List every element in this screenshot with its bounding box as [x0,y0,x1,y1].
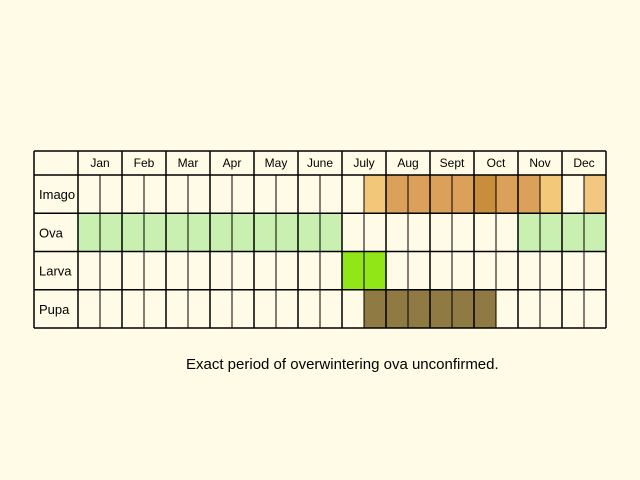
month-label-feb: Feb [134,156,155,170]
cell-fill-imago-4 [452,175,474,214]
month-label-may: May [265,156,288,170]
month-label-nov: Nov [529,156,550,170]
footnote: Exact period of overwintering ova unconf… [186,356,499,373]
cell-fill-imago-7 [518,175,540,214]
line-layer [33,150,607,329]
month-label-dec: Dec [573,156,594,170]
month-label-june: June [307,156,333,170]
cell-fill-imago-1 [386,175,408,214]
cell-fill-imago-0 [364,175,386,214]
cell-fill-imago-6 [496,175,518,214]
month-label-apr: Apr [223,156,242,170]
month-label-jan: Jan [90,156,109,170]
label-layer: Jan Feb Mar Apr May June July Aug Sept Oct Nov Dec I… [39,156,595,317]
cell-fill-imago-8 [540,175,562,214]
cell-fill-imago-5 [474,175,496,214]
row-label-pupa: Pupa [39,302,70,317]
month-label-aug: Aug [397,156,418,170]
month-label-mar: Mar [178,156,199,170]
month-label-oct: Oct [487,156,506,170]
cell-fill-imago-2 [408,175,430,214]
cell-fill-imago-9 [584,175,606,214]
row-label-larva: Larva [39,264,72,279]
row-label-ova: Ova [39,225,64,240]
row-label-imago: Imago [39,187,75,202]
month-label-july: July [353,156,374,170]
cell-fill-imago-3 [430,175,452,214]
month-label-sept: Sept [440,156,465,170]
